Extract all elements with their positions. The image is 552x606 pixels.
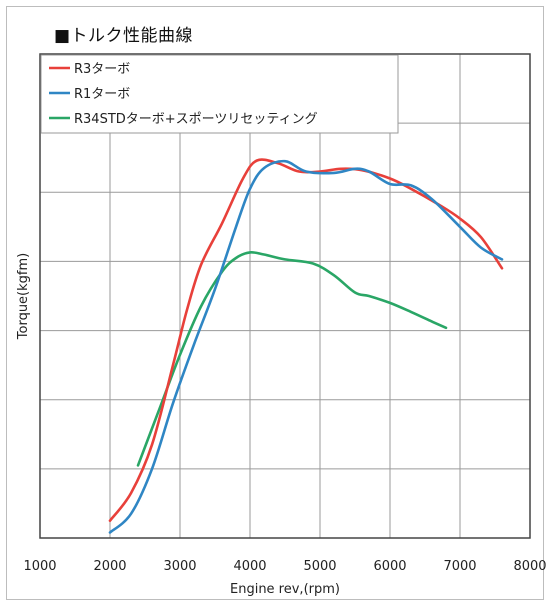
x-tick-label: 2000	[93, 559, 126, 574]
series-layer	[108, 158, 504, 534]
chart-title: ■トルク性能曲線	[54, 26, 194, 46]
x-tick-labels: 1000 2000 3000 4000 5000 6000 7000 8000	[23, 559, 546, 574]
legend-label-2: R1ターボ	[74, 87, 130, 102]
legend: R3ターボ R1ターボ R34STDターボ+スポーツリセッティング	[40, 54, 399, 134]
legend-label-1: R3ターボ	[74, 62, 130, 77]
x-tick-label: 1000	[23, 559, 56, 574]
x-tick-label: 3000	[163, 559, 196, 574]
chart-frame	[6, 6, 544, 600]
y-axis-label: Torque(kgfm)	[16, 253, 31, 340]
series-line-1	[108, 158, 504, 522]
plot-border	[39, 53, 531, 539]
x-tick-label: 5000	[303, 559, 336, 574]
x-tick-label: 7000	[443, 559, 476, 574]
x-axis-label: Engine rev,(rpm)	[230, 582, 340, 597]
series-line-2	[108, 159, 504, 534]
x-tick-label: 6000	[373, 559, 406, 574]
legend-label-3: R34STDターボ+スポーツリセッティング	[74, 112, 318, 127]
x-tick-label: 8000	[513, 559, 546, 574]
x-tick-label: 4000	[233, 559, 266, 574]
legend-box	[40, 54, 399, 134]
series-line-3	[136, 251, 448, 467]
